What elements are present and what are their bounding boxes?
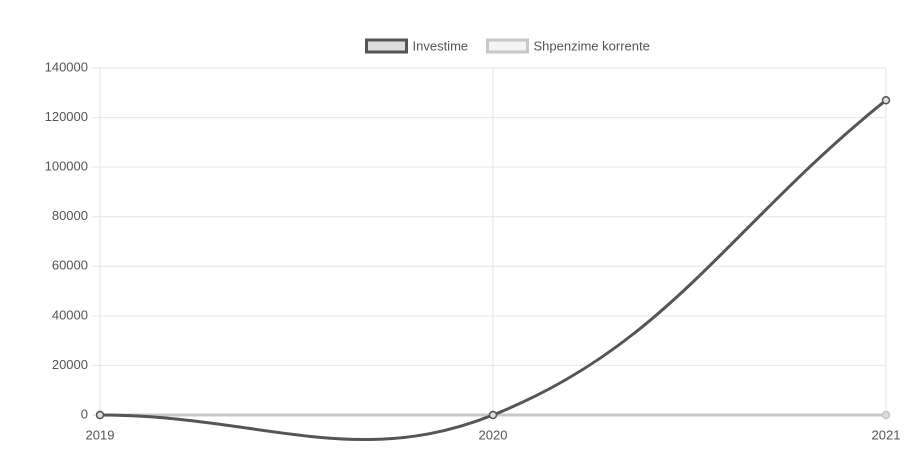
y-tick-label: 60000 [52, 258, 88, 273]
y-tick-label: 120000 [45, 109, 88, 124]
legend-label: Investime [413, 38, 469, 53]
y-tick-label: 40000 [52, 307, 88, 322]
y-tick-label: 80000 [52, 208, 88, 223]
data-point [95, 410, 105, 420]
y-tick-label: 0 [81, 406, 88, 421]
legend-swatch [486, 38, 529, 54]
data-point [488, 410, 498, 420]
y-tick-label: 20000 [52, 357, 88, 372]
y-tick-label: 100000 [45, 159, 88, 174]
x-tick-label: 2020 [479, 427, 508, 442]
data-point [881, 95, 891, 105]
legend-label: Shpenzime korrente [534, 38, 650, 53]
legend-swatch [365, 38, 408, 54]
data-point [881, 410, 891, 420]
x-tick-label: 2019 [86, 427, 115, 442]
x-tick-label: 2021 [872, 427, 901, 442]
y-tick-label: 140000 [45, 59, 88, 74]
